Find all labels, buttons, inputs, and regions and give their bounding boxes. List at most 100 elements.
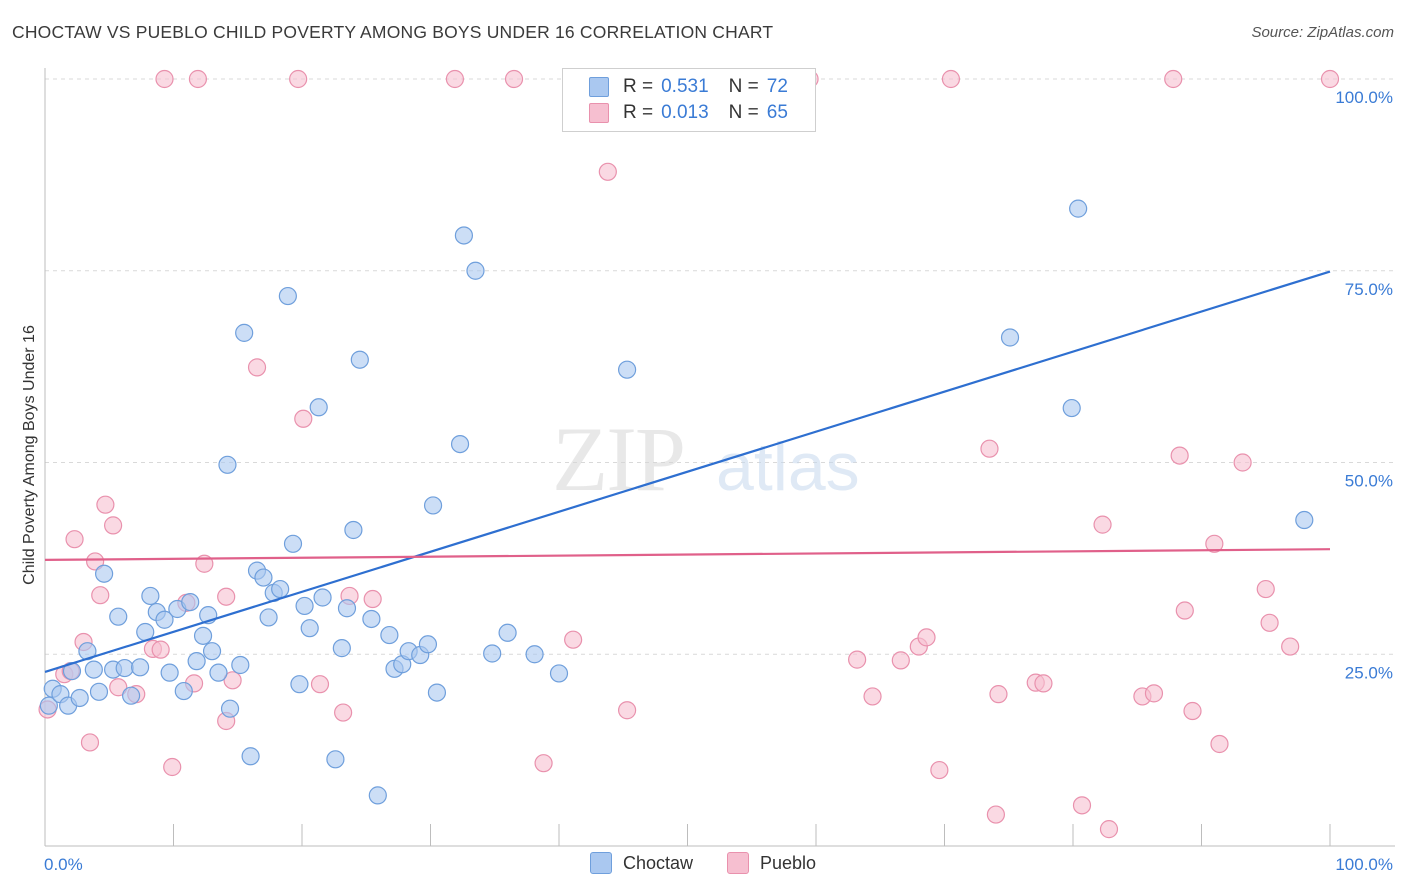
choctaw-point: [1069, 199, 1088, 218]
pueblo-point: [223, 671, 242, 690]
choctaw-point: [241, 747, 260, 766]
pueblo-point: [294, 409, 313, 428]
choctaw-point: [1000, 328, 1020, 347]
choctaw-point: [618, 360, 637, 379]
y-tick-label: 100.0%: [1335, 88, 1393, 107]
choctaw-point: [450, 434, 470, 454]
trend-lines: [44, 270, 1331, 673]
pueblo-point: [310, 675, 330, 694]
choctaw-r-label: R =: [623, 76, 654, 97]
pueblo-trend-line: [44, 548, 1331, 562]
pueblo-r-value: 0.013: [661, 102, 709, 123]
watermark-zip: ZIP: [552, 408, 684, 510]
pueblo-point: [445, 69, 465, 89]
y-tick-label: 50.0%: [1345, 472, 1393, 491]
choctaw-point: [368, 786, 387, 805]
pueblo-point: [1205, 534, 1224, 553]
pueblo-point: [86, 552, 105, 571]
pueblo-point: [96, 495, 115, 514]
choctaw-trend-line: [44, 270, 1331, 673]
pueblo-point: [188, 69, 208, 89]
choctaw-swatch: [589, 77, 609, 97]
series-legend: Choctaw Pueblo: [0, 852, 1406, 874]
choctaw-point: [109, 607, 128, 626]
choctaw-point: [313, 588, 332, 607]
choctaw-point: [174, 681, 193, 701]
choctaw-point: [283, 534, 303, 553]
choctaw-point: [290, 675, 309, 694]
pueblo-point: [1233, 453, 1252, 472]
pueblo-point: [941, 69, 961, 89]
choctaw-point: [300, 619, 319, 638]
x-tick-label: 100.0%: [1335, 855, 1393, 874]
pueblo-point: [1093, 515, 1112, 534]
pueblo-point: [1099, 820, 1119, 839]
choctaw-point: [89, 682, 109, 701]
choctaw-point: [427, 683, 447, 702]
choctaw-point: [231, 655, 250, 675]
choctaw-point: [160, 663, 179, 682]
pueblo-point: [155, 69, 174, 89]
pueblo-point: [891, 651, 910, 670]
choctaw-legend-label: Choctaw: [622, 852, 693, 873]
choctaw-point: [130, 658, 150, 677]
pueblo-point: [980, 439, 999, 458]
tick-labels: 25.0% 50.0% 75.0% 100.0% 0.0% 100.0%: [44, 88, 1393, 874]
choctaw-point: [70, 688, 89, 708]
x-tick-label: 0.0%: [44, 855, 83, 874]
correlation-legend: R = 0.531 N = 72 R = 0.013 N = 65: [562, 68, 816, 132]
choctaw-point: [295, 596, 314, 616]
choctaw-point: [498, 623, 517, 642]
choctaw-point: [39, 696, 58, 715]
pueblo-point: [1175, 601, 1194, 620]
choctaw-point: [259, 608, 278, 627]
pueblo-point: [1072, 796, 1092, 815]
choctaw-legend-swatch: [589, 852, 612, 874]
pueblo-point: [1144, 684, 1164, 703]
pueblo-point: [1183, 701, 1202, 721]
y-axis-label: Child Poverty Among Boys Under 16: [21, 325, 38, 585]
choctaw-points: [39, 199, 1314, 805]
pueblo-swatch: [589, 103, 609, 123]
pueblo-point: [1170, 446, 1189, 465]
choctaw-point: [337, 599, 357, 618]
choctaw-point: [1295, 510, 1314, 530]
pueblo-point: [989, 685, 1008, 704]
choctaw-point: [309, 398, 328, 417]
pueblo-point: [618, 701, 637, 720]
choctaw-point: [121, 686, 141, 705]
pueblo-point: [1281, 637, 1300, 656]
grid-lines: [45, 78, 1395, 655]
choctaw-point: [220, 699, 240, 718]
pueblo-point: [65, 530, 84, 549]
pueblo-point: [289, 69, 308, 89]
pueblo-point: [917, 628, 936, 647]
choctaw-point: [187, 652, 206, 671]
pueblo-point: [986, 805, 1006, 824]
pueblo-point: [1256, 579, 1275, 599]
pueblo-point: [534, 754, 553, 773]
pueblo-points: [38, 69, 1340, 839]
choctaw-point: [254, 568, 273, 587]
pueblo-point: [1034, 674, 1053, 693]
pueblo-point: [334, 703, 353, 722]
legend-item-choctaw[interactable]: Choctaw: [589, 852, 693, 874]
pueblo-legend-swatch: [726, 852, 749, 874]
pueblo-point: [848, 650, 867, 669]
pueblo-point: [247, 358, 267, 377]
pueblo-point: [217, 587, 236, 606]
watermark-atlas: atlas: [716, 429, 860, 505]
choctaw-point: [332, 639, 351, 658]
choctaw-point: [326, 750, 345, 769]
choctaw-point: [418, 635, 438, 654]
pueblo-point: [151, 640, 170, 659]
chart-title: CHOCTAW VS PUEBLO CHILD POVERTY AMONG BO…: [12, 22, 774, 42]
pueblo-point: [1320, 69, 1340, 89]
pueblo-r-label: R =: [623, 102, 654, 123]
choctaw-point: [362, 609, 381, 629]
watermark: ZIP atlas: [552, 408, 860, 510]
choctaw-point: [344, 520, 363, 540]
legend-item-pueblo[interactable]: Pueblo: [726, 852, 816, 874]
pueblo-point: [1260, 613, 1279, 632]
